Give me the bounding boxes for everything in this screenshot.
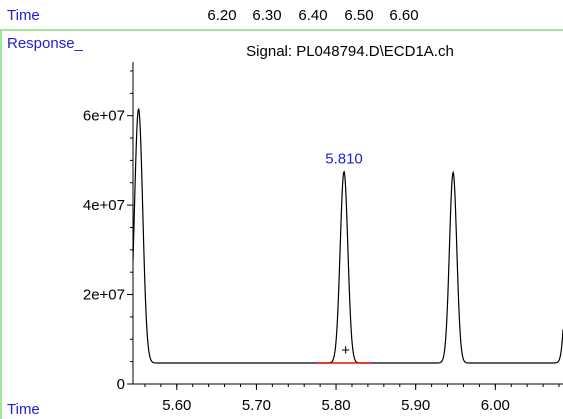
y-axis-label: Response_ bbox=[7, 35, 84, 52]
x-axis-label: Time bbox=[7, 401, 40, 418]
x-tick-label: 5.70 bbox=[242, 397, 271, 414]
x-tick-label: 5.90 bbox=[401, 397, 430, 414]
top-tick-label: 6.40 bbox=[298, 7, 327, 24]
x-axis-ticks: 5.60 5.70 5.80 5.90 6.00 bbox=[144, 384, 560, 414]
chart-axes bbox=[132, 62, 563, 385]
top-tick-label: 6.50 bbox=[344, 7, 373, 24]
y-tick-label: 0 bbox=[117, 376, 125, 393]
peak-marker: + bbox=[341, 342, 350, 359]
top-axis-ticks: 6.20 6.30 6.40 6.50 6.60 bbox=[207, 7, 418, 24]
top-tick-label: 6.20 bbox=[207, 7, 236, 24]
top-tick-label: 6.30 bbox=[252, 7, 281, 24]
x-tick-label: 5.80 bbox=[321, 397, 350, 414]
y-tick-label: 4e+07 bbox=[83, 197, 125, 214]
top-axis-label: Time bbox=[7, 7, 40, 24]
y-tick-label: 2e+07 bbox=[83, 287, 125, 304]
peak-label: 5.810 bbox=[325, 151, 363, 168]
top-tick-label: 6.60 bbox=[389, 7, 418, 24]
x-tick-label: 5.60 bbox=[162, 397, 191, 414]
signal-trace bbox=[132, 107, 563, 364]
x-tick-label: 6.00 bbox=[481, 397, 510, 414]
chart-title: Signal: PL048794.D\ECD1A.ch bbox=[246, 43, 454, 60]
plot-area: +5.810 bbox=[132, 107, 563, 364]
top-time-axis: Time 6.20 6.30 6.40 6.50 6.60 bbox=[0, 7, 563, 31]
y-axis-ticks: 0 2e+07 4e+07 6e+07 bbox=[83, 70, 133, 393]
y-tick-label: 6e+07 bbox=[83, 108, 125, 125]
